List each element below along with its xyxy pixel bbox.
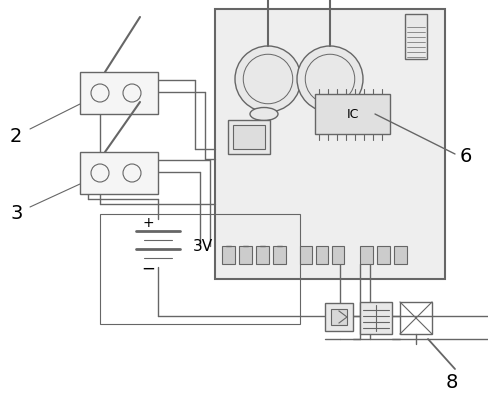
Bar [359,246,372,264]
Bar [325,303,352,331]
Bar [399,302,431,334]
Bar [315,246,327,264]
Text: 3V: 3V [193,238,213,253]
Bar [359,302,391,334]
Bar [80,72,158,114]
Bar [330,309,346,325]
Text: 8: 8 [445,372,457,391]
Text: IC: IC [346,108,358,121]
Bar [80,152,158,194]
Bar [272,246,285,264]
Text: +: + [142,216,154,230]
Bar [256,246,268,264]
Bar [232,125,264,149]
Bar [227,120,269,154]
Text: 2: 2 [10,127,22,145]
Bar [314,94,389,134]
Text: 3: 3 [10,204,22,222]
Bar [376,246,389,264]
Text: −: − [141,260,155,278]
Text: 6: 6 [459,147,471,166]
Circle shape [296,46,362,112]
Circle shape [235,46,301,112]
Bar [393,246,406,264]
Bar [331,246,343,264]
Bar [100,214,299,324]
Bar [215,9,444,279]
Bar [299,246,311,264]
Bar [239,246,251,264]
Bar [404,14,426,59]
Bar [222,246,235,264]
Ellipse shape [249,108,278,121]
